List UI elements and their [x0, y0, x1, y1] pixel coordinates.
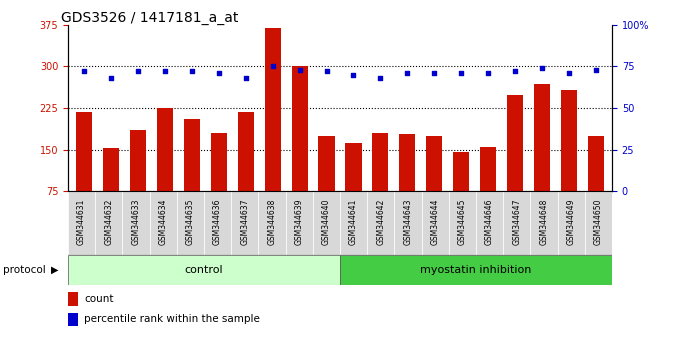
Bar — [76, 112, 92, 191]
Point — [267, 63, 278, 69]
Bar — [373, 133, 388, 191]
Bar — [231, 191, 258, 255]
Bar — [449, 191, 476, 255]
Text: GSM344642: GSM344642 — [376, 199, 386, 245]
Bar — [399, 134, 415, 191]
Bar — [238, 112, 254, 191]
Bar — [103, 148, 119, 191]
Bar — [68, 313, 78, 326]
Bar — [340, 191, 367, 255]
Bar — [68, 191, 95, 255]
Bar — [476, 191, 503, 255]
Bar — [588, 136, 604, 191]
Text: count: count — [84, 294, 114, 304]
Bar — [530, 191, 558, 255]
Point — [79, 69, 90, 74]
Bar — [211, 133, 227, 191]
Point — [240, 75, 251, 81]
Bar — [157, 108, 173, 191]
Point — [509, 69, 520, 74]
Text: GSM344640: GSM344640 — [322, 199, 331, 245]
Text: GSM344639: GSM344639 — [294, 199, 304, 245]
Bar — [184, 119, 200, 191]
Bar — [258, 191, 286, 255]
Point — [402, 70, 413, 76]
Point — [375, 75, 386, 81]
Bar — [95, 191, 122, 255]
Text: percentile rank within the sample: percentile rank within the sample — [84, 314, 260, 325]
Bar — [68, 255, 340, 285]
Text: GSM344638: GSM344638 — [267, 199, 277, 245]
Text: GSM344643: GSM344643 — [403, 199, 413, 245]
Text: GSM344645: GSM344645 — [458, 199, 467, 245]
Bar — [480, 147, 496, 191]
Text: GSM344637: GSM344637 — [240, 199, 250, 245]
Point — [294, 67, 305, 73]
Point — [321, 69, 332, 74]
Point — [214, 70, 224, 76]
Bar — [177, 191, 204, 255]
Point — [105, 75, 116, 81]
Point — [564, 70, 575, 76]
Text: GSM344632: GSM344632 — [104, 199, 114, 245]
Text: GSM344649: GSM344649 — [566, 199, 576, 245]
Text: GSM344636: GSM344636 — [213, 199, 222, 245]
Point — [537, 65, 547, 71]
Point — [590, 67, 601, 73]
Bar — [426, 136, 442, 191]
Text: protocol: protocol — [3, 265, 46, 275]
Point — [348, 72, 359, 78]
Bar — [292, 66, 307, 191]
Bar — [345, 143, 362, 191]
Bar — [68, 292, 78, 306]
Text: GSM344641: GSM344641 — [349, 199, 358, 245]
Bar — [130, 130, 146, 191]
Bar — [204, 191, 231, 255]
Point — [186, 69, 197, 74]
Bar — [286, 191, 313, 255]
Text: myostatin inhibition: myostatin inhibition — [420, 265, 532, 275]
Point — [483, 70, 494, 76]
Text: GSM344647: GSM344647 — [512, 199, 522, 245]
Point — [429, 70, 440, 76]
Bar — [313, 191, 340, 255]
Text: GSM344631: GSM344631 — [77, 199, 86, 245]
Bar — [453, 152, 469, 191]
Bar — [367, 191, 394, 255]
Bar — [394, 191, 422, 255]
Text: control: control — [185, 265, 223, 275]
Bar — [585, 191, 612, 255]
Text: GSM344633: GSM344633 — [131, 199, 141, 245]
Bar — [122, 191, 150, 255]
Text: GSM344648: GSM344648 — [539, 199, 549, 245]
Text: ▶: ▶ — [51, 265, 58, 275]
Bar — [507, 95, 523, 191]
Bar — [150, 191, 177, 255]
Point — [160, 69, 171, 74]
Bar — [318, 136, 335, 191]
Text: GSM344644: GSM344644 — [430, 199, 440, 245]
Text: GSM344646: GSM344646 — [485, 199, 494, 245]
Text: GDS3526 / 1417181_a_at: GDS3526 / 1417181_a_at — [61, 11, 239, 25]
Text: GSM344635: GSM344635 — [186, 199, 195, 245]
Bar — [558, 191, 585, 255]
Bar — [534, 84, 550, 191]
Point — [456, 70, 466, 76]
Bar — [265, 28, 281, 191]
Text: GSM344634: GSM344634 — [158, 199, 168, 245]
Bar — [340, 255, 612, 285]
Bar — [422, 191, 449, 255]
Bar — [503, 191, 530, 255]
Bar — [561, 90, 577, 191]
Text: GSM344650: GSM344650 — [594, 199, 603, 245]
Point — [133, 69, 143, 74]
